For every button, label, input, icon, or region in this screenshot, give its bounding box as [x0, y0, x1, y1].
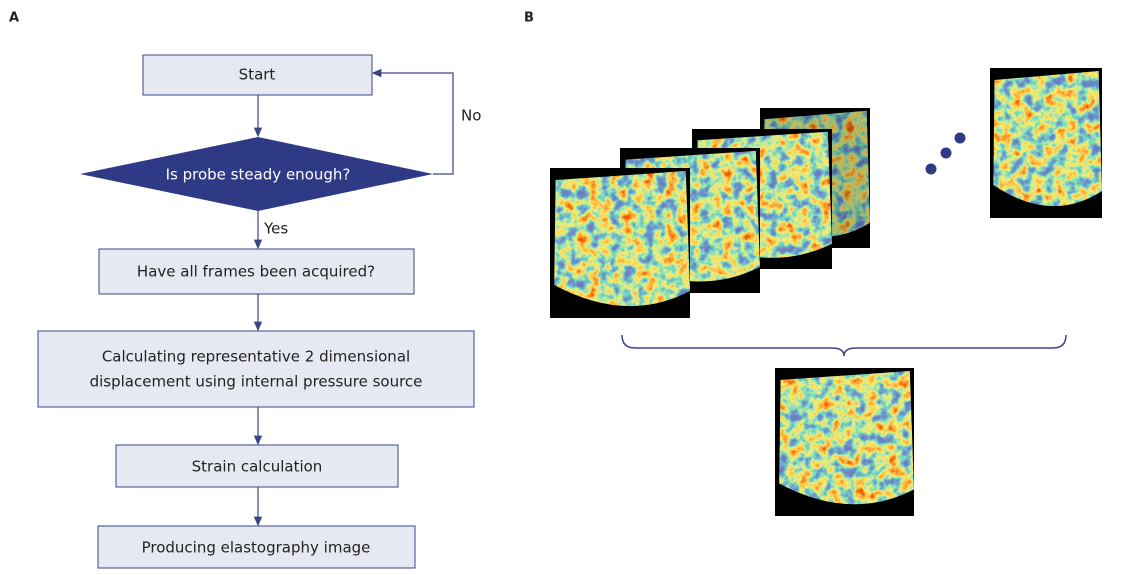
edge-label: No [461, 107, 481, 125]
node-label: displacement using internal pressure sou… [90, 373, 423, 391]
edge-label: Yes [263, 220, 288, 238]
result-image [779, 370, 914, 505]
process-box [97, 525, 416, 569]
ellipsis-dot [954, 132, 966, 144]
process-box [98, 248, 415, 295]
process-box [115, 444, 399, 488]
panel-label: B [524, 11, 534, 26]
ellipsis-dot [925, 163, 937, 175]
node-label: Is probe steady enough? [166, 166, 351, 184]
ellipsis-dot [940, 147, 952, 159]
panel-label: A [9, 11, 19, 26]
node-label: Producing elastography image [142, 539, 371, 557]
brace [621, 334, 1067, 357]
frame-stack [550, 108, 870, 318]
node-label: Calculating representative 2 dimensional [102, 348, 410, 366]
node-label: Have all frames been acquired? [137, 263, 375, 281]
decision-diamond [80, 137, 433, 211]
frame-image [554, 171, 690, 307]
node-label: Start [239, 66, 276, 84]
process-box [37, 330, 475, 408]
start-box [142, 54, 373, 96]
loop-arrow [371, 68, 454, 175]
frame-image [993, 71, 1102, 207]
node-label: Strain calculation [192, 458, 323, 476]
